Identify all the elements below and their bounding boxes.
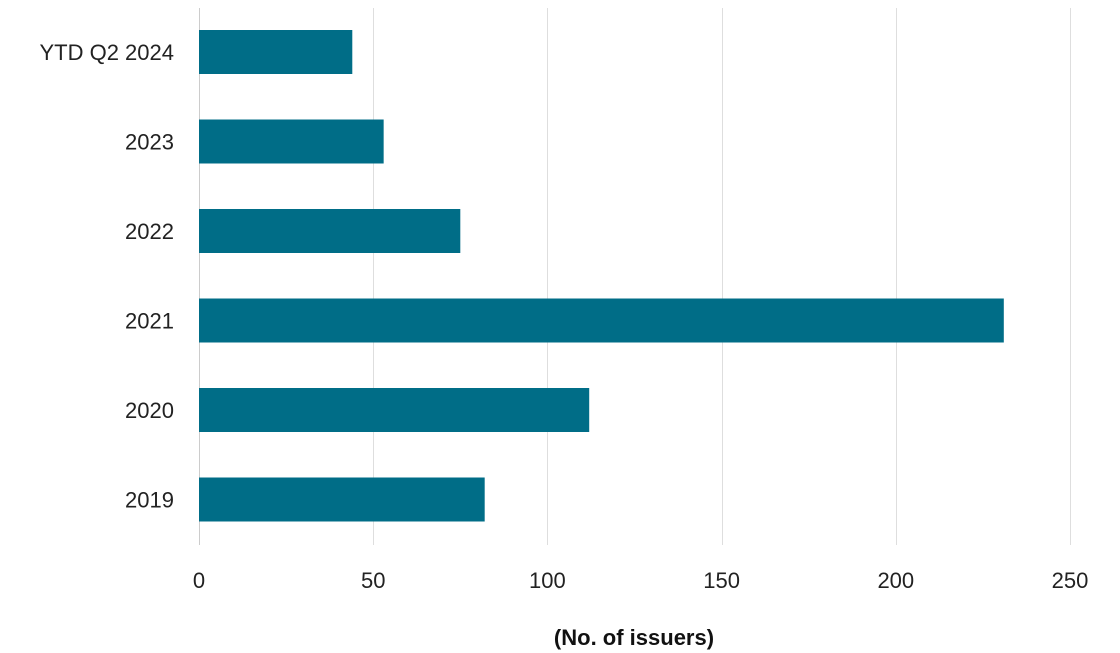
x-tick-label: 150 — [703, 568, 740, 593]
category-label: 2021 — [125, 309, 174, 334]
bar — [199, 209, 461, 253]
category-label: YTD Q2 2024 — [39, 40, 174, 65]
category-labels: YTD Q2 2024 2023 2022 2021 2020 2019 — [39, 40, 174, 513]
x-tick-label: 50 — [361, 568, 385, 593]
bars — [199, 30, 1004, 522]
category-label: 2020 — [125, 398, 174, 423]
bar — [199, 477, 485, 522]
x-tick-label: 0 — [193, 568, 205, 593]
category-label: 2022 — [125, 219, 174, 244]
x-tick-label: 250 — [1052, 568, 1089, 593]
category-label: 2023 — [125, 130, 174, 155]
x-axis-title: (No. of issuers) — [554, 625, 714, 650]
bar — [199, 388, 590, 432]
gridlines — [199, 8, 1071, 545]
x-tick-label: 200 — [877, 568, 914, 593]
category-label: 2019 — [125, 488, 174, 513]
x-tick-label: 100 — [529, 568, 566, 593]
bar — [199, 30, 353, 74]
bar — [199, 119, 384, 164]
x-tick-labels: 0 50 100 150 200 250 — [193, 568, 1088, 593]
bar — [199, 298, 1004, 343]
